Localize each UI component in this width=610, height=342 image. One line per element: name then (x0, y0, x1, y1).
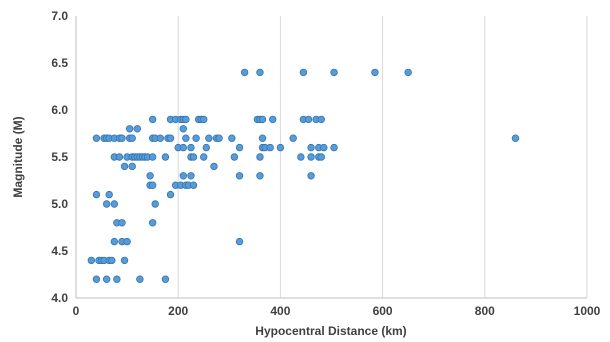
data-point (92, 190, 101, 199)
x-tick-label: 1000 (574, 304, 601, 318)
data-point (317, 153, 325, 161)
data-point (133, 125, 142, 133)
data-point (110, 200, 119, 208)
data-point (235, 172, 244, 180)
data-point (317, 115, 325, 124)
x-axis-title: Hypocentral Distance (km) (255, 324, 406, 338)
data-point (125, 125, 134, 133)
data-point (200, 115, 208, 124)
x-tick-label: 200 (168, 304, 188, 318)
data-point (120, 162, 129, 171)
data-point (256, 153, 264, 161)
y-tick-label: 7.0 (51, 9, 68, 23)
data-point (102, 275, 111, 283)
axes (75, 16, 587, 299)
data-point (269, 115, 277, 124)
data-point (258, 115, 267, 124)
data-point (187, 172, 195, 180)
data-point (102, 200, 111, 208)
data-point (371, 68, 379, 77)
data-point (118, 219, 126, 227)
data-point (256, 172, 264, 180)
data-point (404, 68, 412, 77)
data-point (297, 153, 305, 161)
data-point (92, 134, 101, 142)
y-tick-label: 4.5 (51, 244, 68, 258)
data-point (511, 134, 520, 142)
data-point (161, 153, 170, 161)
y-tick-label: 6.0 (51, 103, 68, 117)
x-tick-label: 400 (270, 304, 290, 318)
data-point (202, 143, 211, 152)
data-point (120, 256, 129, 265)
y-tick-label: 4.0 (51, 291, 68, 305)
data-point (210, 162, 218, 171)
y-tick-label: 5.0 (51, 197, 68, 211)
x-tick-label: 800 (475, 304, 495, 318)
data-point (256, 68, 264, 77)
data-point (189, 181, 198, 189)
data-point (92, 275, 101, 283)
data-point (307, 172, 315, 180)
data-point (299, 68, 308, 77)
data-point (108, 256, 116, 265)
data-point (148, 115, 157, 124)
vertical-gridlines (177, 16, 588, 298)
x-tick-labels: 0 200 400 600 800 1000 (73, 304, 601, 318)
data-point (235, 237, 244, 246)
data-point (179, 143, 188, 152)
x-tick-label: 600 (373, 304, 393, 318)
data-point (161, 275, 170, 283)
data-point (189, 153, 198, 161)
data-point (276, 143, 285, 152)
data-point (136, 275, 144, 283)
data-point (166, 190, 175, 199)
data-point (330, 143, 338, 152)
data-point (200, 153, 208, 161)
data-point (320, 143, 328, 152)
data-point (148, 181, 157, 189)
data-point (235, 143, 244, 152)
data-point (182, 115, 190, 124)
data-points (87, 68, 520, 283)
data-point (307, 143, 315, 152)
data-point (146, 172, 154, 180)
data-point (307, 153, 315, 161)
x-tick-label: 0 (73, 304, 80, 318)
y-tick-labels: 4.0 4.5 5.0 5.5 6.0 6.5 7.0 (51, 9, 68, 305)
data-point (228, 134, 236, 142)
data-point (87, 256, 96, 265)
data-point (148, 219, 157, 227)
data-point (304, 115, 313, 124)
data-point (148, 153, 157, 161)
data-point (240, 68, 249, 77)
data-point (179, 125, 188, 133)
data-point (330, 68, 338, 77)
data-point (230, 153, 239, 161)
data-point (166, 134, 175, 142)
data-point (113, 275, 121, 283)
data-point (151, 200, 159, 208)
data-point (105, 190, 113, 199)
data-point (266, 143, 274, 152)
data-point (128, 162, 136, 171)
data-point (215, 134, 223, 142)
data-point (128, 134, 136, 142)
data-point (179, 172, 188, 180)
data-point (115, 153, 124, 161)
y-tick-label: 5.5 (51, 150, 68, 164)
data-point (289, 134, 297, 142)
data-point (205, 134, 213, 142)
data-point (118, 134, 126, 142)
data-point (123, 237, 131, 246)
data-point (110, 237, 119, 246)
y-tick-label: 6.5 (51, 56, 68, 70)
data-point (258, 134, 267, 142)
data-point (192, 134, 200, 142)
data-point (156, 134, 165, 142)
data-point (182, 134, 190, 142)
data-point (187, 143, 195, 152)
y-axis-title: Magnitude (M) (11, 116, 25, 197)
